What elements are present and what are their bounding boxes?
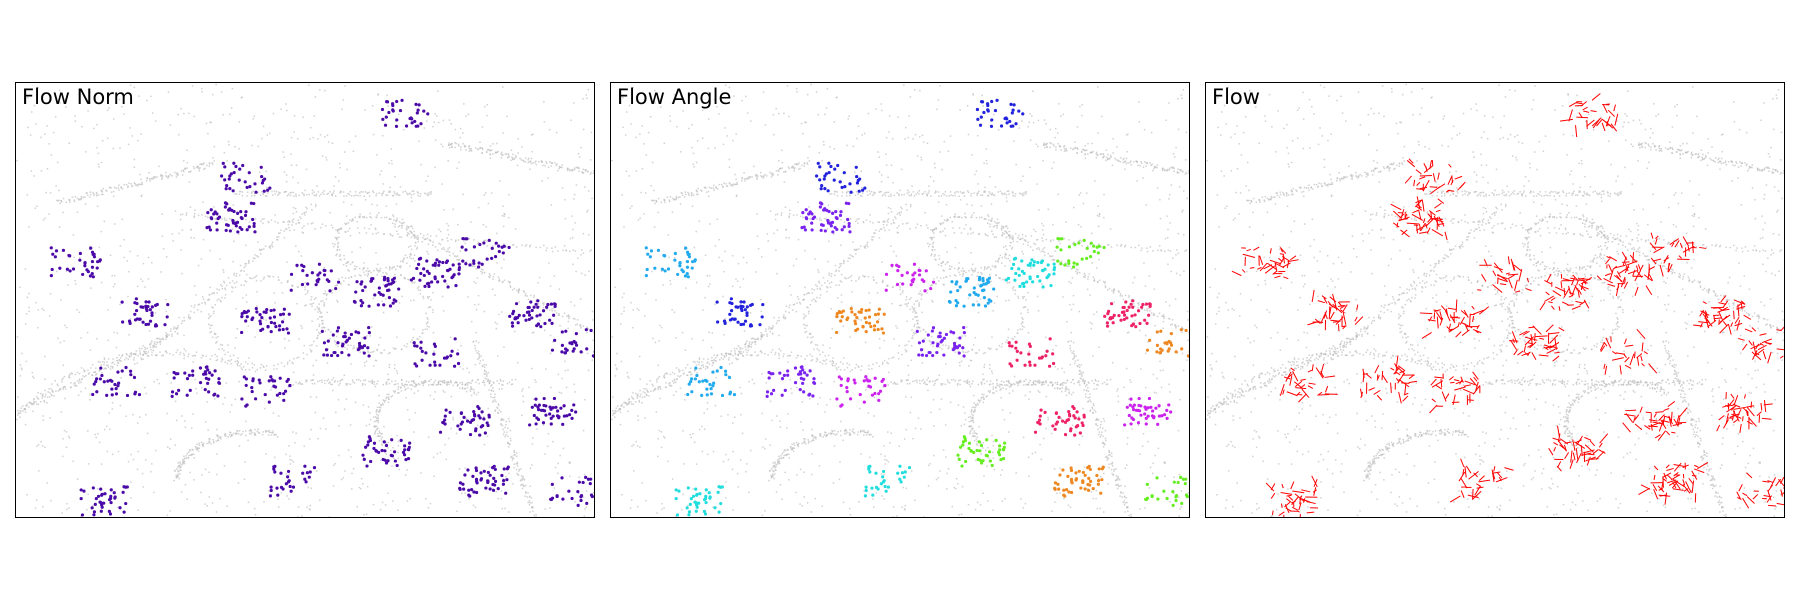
flow-vector-title: Flow <box>1212 85 1260 109</box>
flow-vector-event-image <box>1206 83 1784 517</box>
flow-angle-title: Flow Angle <box>617 85 732 109</box>
flow-norm-panel: Flow Norm <box>15 82 595 518</box>
flow-norm-event-image <box>16 83 594 517</box>
flow-norm-title: Flow Norm <box>22 85 134 109</box>
highlighted-events <box>644 98 1189 517</box>
flow-angle-event-image <box>611 83 1189 517</box>
highlighted-events <box>49 98 594 517</box>
background-events <box>1206 83 1784 517</box>
flow-vector-panel: Flow <box>1205 82 1785 518</box>
background-events <box>16 83 594 517</box>
flow-angle-panel: Flow Angle <box>610 82 1190 518</box>
flow-vectors <box>1231 93 1784 517</box>
background-events <box>611 83 1189 517</box>
